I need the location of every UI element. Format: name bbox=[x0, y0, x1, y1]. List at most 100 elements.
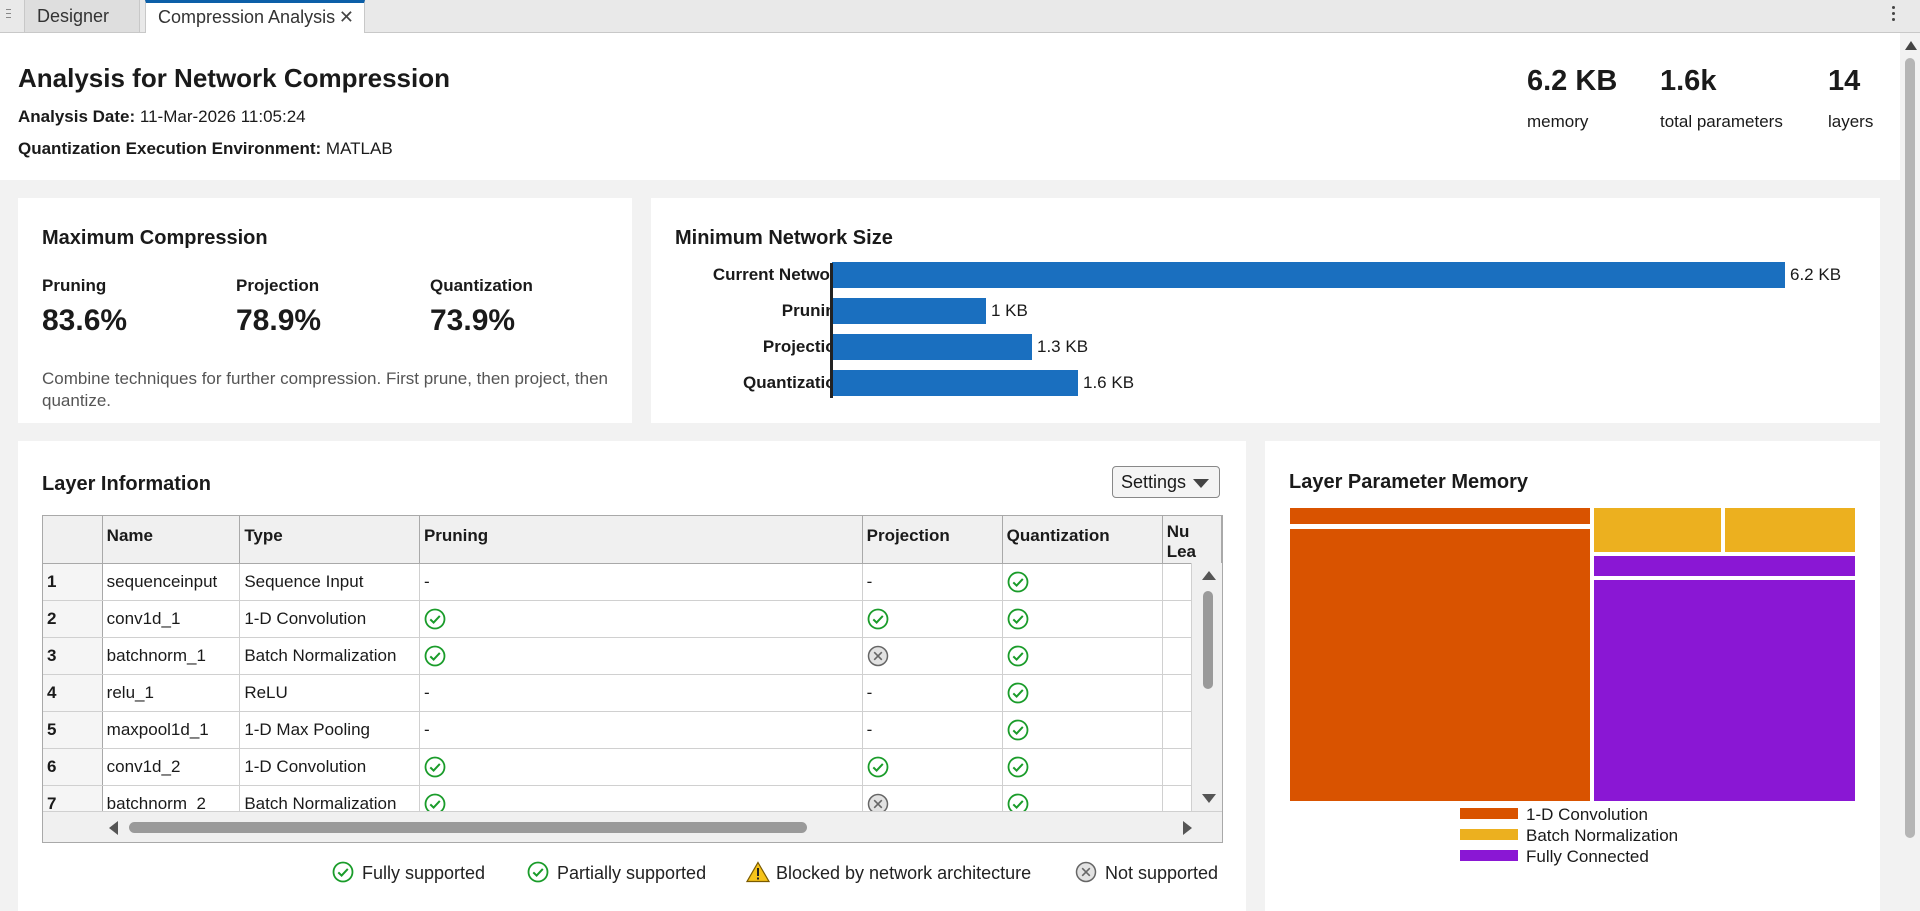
column-header[interactable]: Name bbox=[102, 516, 241, 564]
table-vertical-scrollbar[interactable] bbox=[1191, 563, 1222, 811]
scroll-up-icon[interactable] bbox=[1202, 571, 1216, 580]
x-circle-icon bbox=[867, 645, 889, 667]
pruning-compression: Pruning 83.6% bbox=[42, 276, 127, 338]
row-index: 2 bbox=[43, 600, 103, 638]
treemap-tile[interactable] bbox=[1594, 580, 1855, 801]
check-circle-icon bbox=[424, 608, 446, 630]
bar[interactable] bbox=[832, 262, 1785, 288]
column-header[interactable]: Quantization bbox=[1002, 516, 1163, 564]
pruning-cell bbox=[419, 600, 863, 638]
bar[interactable] bbox=[832, 334, 1032, 360]
layer-name: batchnorm_1 bbox=[102, 637, 241, 675]
check-circle-icon bbox=[1007, 756, 1029, 778]
check-circle-icon bbox=[424, 645, 446, 667]
legend-swatch bbox=[1460, 808, 1518, 819]
maximum-compression-title: Maximum Compression bbox=[42, 227, 268, 249]
column-header[interactable]: Nu Lea bbox=[1162, 516, 1222, 564]
bar[interactable] bbox=[832, 298, 986, 324]
legend-label: Not supported bbox=[1105, 863, 1219, 883]
check-circle-icon bbox=[332, 861, 354, 883]
legend-item: Fully supported bbox=[332, 861, 485, 884]
layer-parameter-memory-panel: Layer Parameter Memory 1-D Convolution B… bbox=[1265, 441, 1880, 911]
column-header[interactable]: Projection bbox=[862, 516, 1003, 564]
treemap-tile[interactable] bbox=[1290, 529, 1590, 801]
projection-cell bbox=[862, 600, 1003, 638]
scroll-down-icon[interactable] bbox=[1202, 794, 1216, 803]
bar-value-label: 6.2 KB bbox=[1790, 265, 1842, 284]
memory-legend-label: 1-D Convolution bbox=[1526, 805, 1648, 824]
grip-icon[interactable] bbox=[6, 9, 12, 21]
tab-compression-analysis[interactable]: Compression Analysis ✕ bbox=[145, 0, 365, 33]
table-row[interactable]: 3 batchnorm_1 Batch Normalization bbox=[43, 637, 1222, 675]
treemap-tile[interactable] bbox=[1290, 508, 1590, 524]
scrollbar-thumb[interactable] bbox=[1905, 58, 1915, 838]
treemap-tile[interactable] bbox=[1594, 556, 1855, 576]
layer-type: ReLU bbox=[239, 674, 420, 712]
close-icon[interactable]: ✕ bbox=[338, 7, 354, 27]
quantization-cell bbox=[1002, 711, 1163, 749]
bar-label: Projection bbox=[762, 337, 846, 356]
layer-parameter-memory-title: Layer Parameter Memory bbox=[1289, 471, 1529, 493]
warning-icon bbox=[745, 861, 771, 883]
scroll-left-icon[interactable] bbox=[109, 821, 118, 835]
layer-type: Batch Normalization bbox=[239, 637, 420, 675]
table-row[interactable]: 5 maxpool1d_1 1-D Max Pooling - - bbox=[43, 711, 1222, 749]
page-title: Analysis for Network Compression bbox=[18, 63, 450, 93]
memory-legend-label: Batch Normalization bbox=[1526, 826, 1679, 845]
memory-legend-label: Fully Connected bbox=[1526, 847, 1649, 866]
stat-parameters-label: total parameters bbox=[1660, 112, 1783, 131]
table-horizontal-scrollbar[interactable] bbox=[43, 811, 1222, 842]
table-horizontal-thumb[interactable] bbox=[129, 822, 807, 833]
row-index: 1 bbox=[43, 563, 103, 601]
table-vertical-thumb[interactable] bbox=[1203, 591, 1213, 689]
execution-environment: Quantization Execution Environment: MATL… bbox=[18, 139, 393, 159]
table-row[interactable]: 1 sequenceinput Sequence Input - - bbox=[43, 563, 1222, 601]
layer-type: Sequence Input bbox=[239, 563, 420, 601]
projection-cell bbox=[862, 748, 1003, 786]
pruning-cell: - bbox=[419, 674, 863, 712]
quantization-compression-label: Quantization bbox=[430, 276, 533, 295]
layer-information-panel: Layer Information Settings Name Type Pruni… bbox=[18, 441, 1246, 911]
settings-dropdown[interactable]: Settings bbox=[1112, 466, 1220, 498]
layer-name: conv1d_1 bbox=[102, 600, 241, 638]
scroll-right-icon[interactable] bbox=[1183, 821, 1192, 835]
treemap-tile[interactable] bbox=[1725, 508, 1855, 552]
bar[interactable] bbox=[832, 370, 1078, 396]
treemap-tile[interactable] bbox=[1594, 508, 1721, 552]
pruning-cell: - bbox=[419, 711, 863, 749]
layer-type: 1-D Convolution bbox=[239, 600, 420, 638]
projection-compression-label: Projection bbox=[236, 276, 320, 295]
table-row[interactable]: 4 relu_1 ReLU - - bbox=[43, 674, 1222, 712]
stat-memory-label: memory bbox=[1527, 112, 1589, 131]
legend-item: Not supported bbox=[1075, 861, 1218, 884]
check-circle-icon bbox=[1007, 682, 1029, 704]
stat-layers-value: 14 bbox=[1828, 65, 1861, 97]
table-row[interactable]: 6 conv1d_2 1-D Convolution bbox=[43, 748, 1222, 786]
column-header[interactable]: Pruning bbox=[419, 516, 863, 564]
table-row[interactable]: 2 conv1d_1 1-D Convolution bbox=[43, 600, 1222, 638]
memory-legend-item: Batch Normalization bbox=[1460, 826, 1678, 846]
row-index: 5 bbox=[43, 711, 103, 749]
scroll-up-icon[interactable] bbox=[1905, 41, 1917, 50]
row-index: 4 bbox=[43, 674, 103, 712]
memory-legend-item: Fully Connected bbox=[1460, 847, 1649, 867]
settings-label: Settings bbox=[1121, 472, 1187, 492]
check-circle-icon bbox=[867, 756, 889, 778]
check-circle-icon bbox=[1007, 719, 1029, 741]
memory-legend-item: 1-D Convolution bbox=[1460, 805, 1648, 825]
stat-layers: 14 layers bbox=[1828, 65, 1873, 132]
column-header[interactable]: Type bbox=[239, 516, 420, 564]
page-scrollbar[interactable] bbox=[1900, 33, 1920, 911]
bar-value-label: 1.6 KB bbox=[1083, 373, 1135, 392]
column-header[interactable] bbox=[43, 516, 103, 564]
layer-information-title: Layer Information bbox=[42, 473, 211, 495]
stat-layers-label: layers bbox=[1828, 112, 1874, 131]
tab-compression-label: Compression Analysis bbox=[158, 7, 336, 27]
layer-type: 1-D Max Pooling bbox=[239, 711, 420, 749]
more-options-icon[interactable] bbox=[1892, 6, 1896, 24]
bar-label: Quantization bbox=[743, 373, 846, 392]
x-circle-icon bbox=[867, 793, 889, 815]
projection-compression-value: 78.9% bbox=[236, 304, 322, 337]
tab-designer[interactable]: Designer bbox=[24, 0, 140, 32]
quantization-cell bbox=[1002, 563, 1163, 601]
